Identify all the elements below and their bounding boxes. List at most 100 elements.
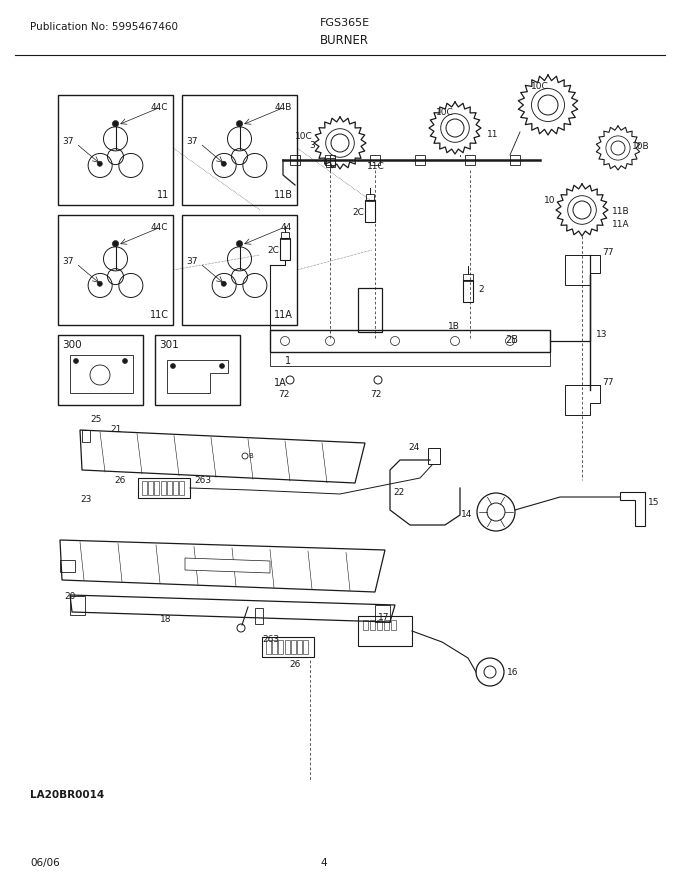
Text: 4: 4 [320,858,326,868]
Text: 11: 11 [157,190,169,200]
Circle shape [112,121,118,127]
Text: 44: 44 [281,223,292,232]
Bar [370,155,380,165]
Text: 2: 2 [478,285,483,294]
Text: 37: 37 [62,136,73,146]
Text: 15: 15 [648,498,660,507]
Circle shape [97,161,103,166]
Text: 3: 3 [309,141,315,150]
Text: 10C: 10C [531,82,549,91]
Text: 44B: 44B [275,103,292,112]
Circle shape [112,240,118,247]
Bar [173,481,178,495]
Text: 11: 11 [487,130,498,139]
Text: 11A: 11A [612,220,630,229]
Text: 2C: 2C [352,208,364,217]
Bar [384,620,389,630]
Text: 10C: 10C [436,108,454,117]
Text: 14: 14 [460,510,472,519]
Text: 2C: 2C [267,246,279,255]
Bar [391,620,396,630]
Text: 21: 21 [110,425,121,434]
Bar [266,640,271,654]
Bar [303,640,308,654]
Text: 1B: 1B [448,322,460,331]
Bar [297,640,302,654]
Circle shape [220,363,224,369]
Text: 263: 263 [194,476,211,485]
Bar [366,194,374,201]
Text: 44C: 44C [150,223,168,232]
Text: 17: 17 [378,613,390,622]
Text: 11B: 11B [612,207,630,216]
Bar [358,616,412,646]
Text: 1A: 1A [274,378,287,388]
Text: BURNER: BURNER [320,34,369,47]
Bar [148,481,153,495]
Bar [182,215,297,325]
Text: 22: 22 [393,488,404,497]
Text: 06/06: 06/06 [30,858,60,868]
Text: 26: 26 [289,660,301,669]
Bar [167,481,172,495]
Text: 77: 77 [602,378,613,387]
Bar [280,238,290,260]
Circle shape [122,358,128,363]
Polygon shape [185,558,270,573]
Text: 37: 37 [186,257,197,266]
Bar [365,200,375,222]
Circle shape [73,358,78,363]
Bar [142,481,147,495]
Bar [370,620,375,630]
Circle shape [221,282,226,286]
Bar [285,640,290,654]
Text: 301: 301 [159,340,179,350]
Text: 18: 18 [160,615,171,624]
Text: 37: 37 [186,136,197,146]
Text: 300: 300 [62,340,82,350]
Bar [58,95,173,205]
Bar [182,95,297,205]
Bar [270,330,550,352]
Text: 11A: 11A [274,310,293,320]
Circle shape [171,363,175,369]
Text: 44C: 44C [150,103,168,112]
Circle shape [97,282,103,286]
Text: 25: 25 [90,415,101,424]
Bar [415,155,425,165]
Bar [290,155,300,165]
Text: 13: 13 [596,330,607,339]
Bar [463,274,473,281]
Text: 11C: 11C [150,310,169,320]
Text: 23: 23 [80,495,91,504]
Bar [138,478,190,498]
Text: 16: 16 [507,668,518,677]
Circle shape [237,240,243,247]
Bar [155,335,240,405]
Circle shape [221,161,226,166]
Text: LA20BR0014: LA20BR0014 [30,790,104,800]
Text: Publication No: 5995467460: Publication No: 5995467460 [30,22,178,32]
Text: FGS365E: FGS365E [320,18,370,28]
Text: 10C: 10C [295,132,313,141]
Text: 20: 20 [64,592,75,601]
Text: 37: 37 [62,257,73,266]
Bar [463,280,473,302]
Text: B: B [248,453,253,459]
Bar [154,481,159,495]
Text: 72: 72 [370,390,381,399]
Text: 11B: 11B [274,190,293,200]
Bar [270,352,550,366]
Text: 263: 263 [262,635,279,644]
Text: 10: 10 [543,196,555,205]
Circle shape [237,121,243,127]
Bar [291,640,296,654]
Bar [428,448,440,464]
Bar [363,620,368,630]
Text: 26: 26 [115,476,126,485]
Text: 24: 24 [409,443,420,452]
Text: 11C: 11C [367,162,385,171]
Bar [281,232,289,239]
Bar [255,608,263,624]
Text: 1: 1 [285,356,291,366]
